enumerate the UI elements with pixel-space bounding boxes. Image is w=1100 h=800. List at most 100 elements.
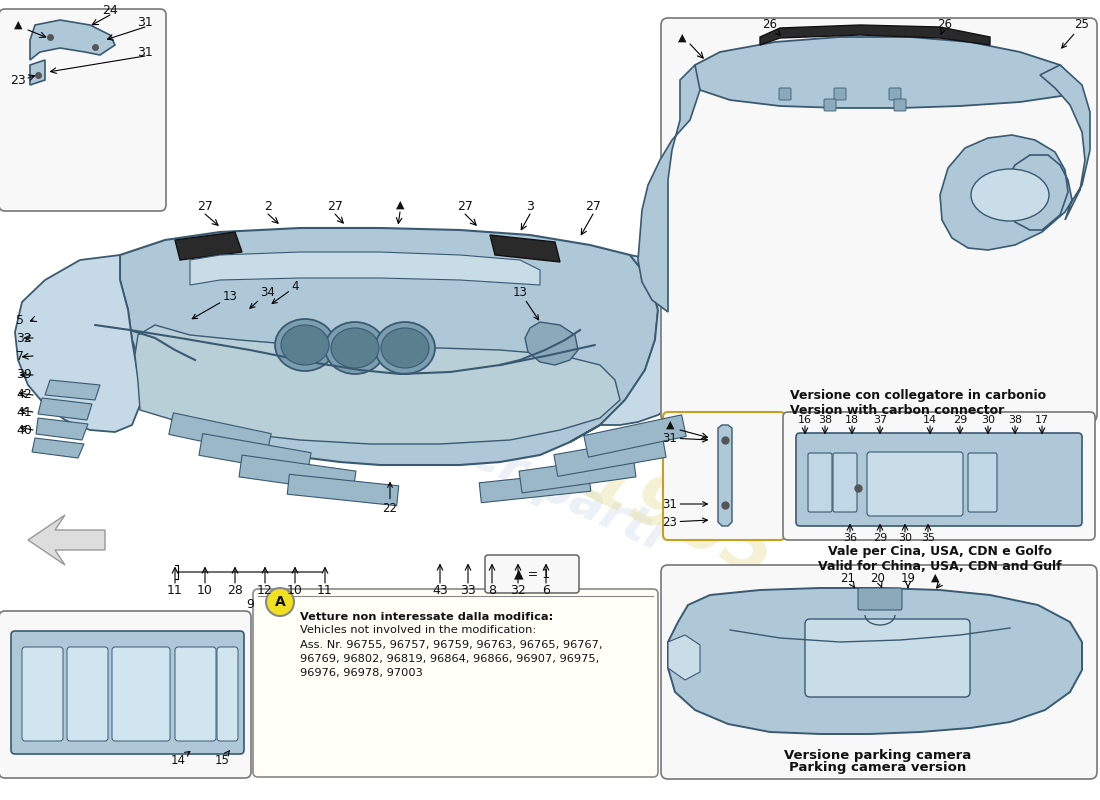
- Text: 35: 35: [921, 533, 935, 543]
- Text: 34: 34: [250, 286, 275, 308]
- Polygon shape: [239, 455, 356, 493]
- FancyBboxPatch shape: [217, 647, 238, 741]
- FancyBboxPatch shape: [779, 88, 791, 100]
- Polygon shape: [168, 413, 272, 455]
- Text: 20: 20: [870, 571, 886, 587]
- FancyBboxPatch shape: [796, 433, 1082, 526]
- Polygon shape: [120, 228, 658, 465]
- Text: 27: 27: [585, 201, 601, 214]
- FancyBboxPatch shape: [661, 565, 1097, 779]
- Polygon shape: [638, 65, 700, 312]
- FancyBboxPatch shape: [0, 9, 166, 211]
- Text: 6: 6: [542, 583, 550, 597]
- Text: 8: 8: [488, 583, 496, 597]
- Text: 40: 40: [16, 423, 32, 437]
- FancyBboxPatch shape: [485, 555, 579, 593]
- Text: 14: 14: [170, 751, 190, 766]
- Polygon shape: [30, 20, 116, 60]
- Text: 30: 30: [981, 415, 996, 425]
- Polygon shape: [554, 436, 667, 476]
- Text: Versione parking camera: Versione parking camera: [784, 749, 971, 762]
- Text: passione per parti: passione per parti: [187, 300, 673, 560]
- Text: 31: 31: [662, 498, 707, 510]
- Text: A: A: [275, 595, 285, 609]
- Text: Parking camera version: Parking camera version: [790, 762, 967, 774]
- FancyBboxPatch shape: [783, 412, 1094, 540]
- FancyBboxPatch shape: [253, 589, 658, 777]
- Polygon shape: [45, 380, 100, 400]
- Text: 42: 42: [16, 389, 32, 402]
- Text: 26: 26: [937, 18, 953, 34]
- Polygon shape: [525, 322, 578, 365]
- Polygon shape: [690, 37, 1075, 108]
- Text: 23: 23: [662, 515, 707, 529]
- Polygon shape: [190, 252, 540, 285]
- Text: 17: 17: [1035, 415, 1049, 425]
- Text: Version with carbon connector: Version with carbon connector: [790, 403, 1004, 417]
- Text: 24: 24: [102, 3, 118, 17]
- Text: ▲ = 1: ▲ = 1: [514, 567, 550, 581]
- Ellipse shape: [331, 328, 379, 368]
- Text: 11: 11: [317, 583, 333, 597]
- Text: ▲: ▲: [678, 33, 686, 43]
- Text: 43: 43: [432, 583, 448, 597]
- FancyBboxPatch shape: [67, 647, 108, 741]
- Polygon shape: [36, 418, 88, 440]
- Text: 38: 38: [818, 415, 832, 425]
- Text: 9: 9: [246, 598, 254, 611]
- Polygon shape: [519, 455, 636, 493]
- Text: 32: 32: [16, 331, 32, 345]
- Text: 5: 5: [16, 314, 24, 326]
- Polygon shape: [940, 65, 1090, 250]
- Text: 29: 29: [873, 533, 887, 543]
- Text: 96976, 96978, 97003: 96976, 96978, 97003: [300, 668, 422, 678]
- FancyBboxPatch shape: [112, 647, 170, 741]
- Text: Valid for China, USA, CDN and Gulf: Valid for China, USA, CDN and Gulf: [818, 559, 1062, 573]
- FancyBboxPatch shape: [0, 611, 251, 778]
- Polygon shape: [668, 635, 700, 680]
- Text: 37: 37: [873, 415, 887, 425]
- Text: 19: 19: [901, 571, 915, 587]
- Text: 96769, 96802, 96819, 96864, 96866, 96907, 96975,: 96769, 96802, 96819, 96864, 96866, 96907…: [300, 654, 600, 664]
- Text: 12: 12: [257, 583, 273, 597]
- FancyBboxPatch shape: [889, 88, 901, 100]
- Text: 26: 26: [762, 18, 780, 35]
- Text: 29: 29: [953, 415, 967, 425]
- Text: Vehicles not involved in the modification:: Vehicles not involved in the modificatio…: [300, 625, 537, 635]
- Text: 7: 7: [16, 350, 24, 362]
- Text: ▲: ▲: [666, 420, 674, 430]
- FancyBboxPatch shape: [858, 588, 902, 610]
- Ellipse shape: [381, 328, 429, 368]
- Polygon shape: [39, 398, 92, 420]
- FancyBboxPatch shape: [22, 647, 63, 741]
- Text: 25: 25: [1062, 18, 1089, 48]
- Polygon shape: [135, 325, 620, 444]
- Text: Ass. Nr. 96755, 96757, 96759, 96763, 96765, 96767,: Ass. Nr. 96755, 96757, 96759, 96763, 967…: [300, 640, 603, 650]
- Text: Versione con collegatore in carbonio: Versione con collegatore in carbonio: [790, 390, 1046, 402]
- Text: 31: 31: [138, 46, 153, 58]
- Polygon shape: [15, 255, 142, 432]
- FancyBboxPatch shape: [834, 88, 846, 100]
- Text: 1965: 1965: [574, 446, 785, 594]
- Text: 4: 4: [272, 281, 299, 303]
- Ellipse shape: [280, 325, 329, 365]
- Polygon shape: [490, 235, 560, 262]
- FancyBboxPatch shape: [11, 631, 244, 754]
- Text: 36: 36: [843, 533, 857, 543]
- FancyBboxPatch shape: [808, 453, 832, 512]
- Text: 32: 32: [510, 583, 526, 597]
- Text: 33: 33: [460, 583, 476, 597]
- Polygon shape: [287, 474, 398, 506]
- Polygon shape: [32, 438, 84, 458]
- Text: 30: 30: [898, 533, 912, 543]
- FancyBboxPatch shape: [175, 647, 216, 741]
- Polygon shape: [760, 25, 990, 45]
- Text: 39: 39: [16, 369, 32, 382]
- Ellipse shape: [375, 322, 434, 374]
- Polygon shape: [718, 425, 732, 526]
- Text: 21: 21: [840, 571, 856, 587]
- Text: 38: 38: [1008, 415, 1022, 425]
- Text: 11: 11: [167, 583, 183, 597]
- Ellipse shape: [971, 169, 1049, 221]
- FancyBboxPatch shape: [661, 18, 1097, 422]
